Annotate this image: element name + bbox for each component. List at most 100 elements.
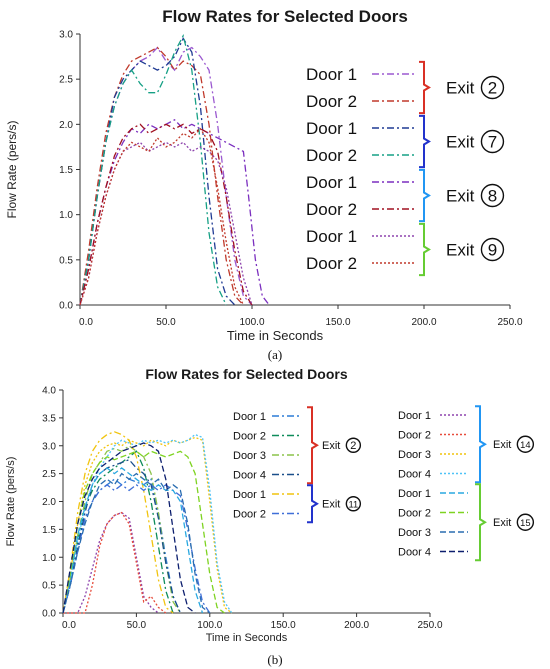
legend-exit-number: 9 bbox=[488, 240, 497, 259]
series-line-exit-8-door-1 bbox=[79, 118, 270, 306]
legend-exit-label: Exit bbox=[493, 517, 511, 529]
series-line-exit-14-door-2 bbox=[63, 511, 167, 614]
legend-door-label: Door 1 bbox=[306, 119, 357, 138]
legend-door-label: Door 2 bbox=[306, 92, 357, 111]
series-line-exit-2-door-1 bbox=[79, 46, 253, 306]
y-tick-label: 2.0 bbox=[42, 497, 56, 508]
y-tick-label: 1.5 bbox=[42, 525, 56, 536]
chart-panel-a: Flow Rates for Selected Doors 0.0 0.5 1.0 1.… bbox=[5, 7, 523, 362]
legend-door-label: Door 2 bbox=[233, 508, 266, 520]
series-line-exit-2-door-2 bbox=[62, 450, 174, 614]
legend-exit-label: Exit bbox=[493, 439, 511, 451]
legend-door-label: Door 1 bbox=[233, 489, 266, 501]
legend-door-label: Door 2 bbox=[398, 507, 431, 519]
x-tick-label: 150.0 bbox=[325, 317, 350, 328]
exit-number-circle bbox=[480, 129, 505, 154]
legend-exit-number: 7 bbox=[488, 132, 497, 151]
legend-door-label: Door 2 bbox=[398, 429, 431, 441]
chart-title: Flow Rates for Selected Doors bbox=[145, 366, 347, 382]
exit-number-circle bbox=[480, 237, 505, 262]
legend-exit-label: Exit bbox=[322, 499, 340, 511]
legend-door-label: Door 1 bbox=[233, 411, 266, 423]
legend-door-label: Door 4 bbox=[398, 546, 431, 558]
legend-bracket bbox=[419, 60, 431, 115]
series-line-exit-14-door-4 bbox=[62, 433, 233, 614]
legend-bracket bbox=[307, 406, 319, 485]
y-tick-label: 2.5 bbox=[42, 469, 56, 480]
legend-door-label: Door 1 bbox=[306, 227, 357, 246]
x-tick-label: 100.0 bbox=[197, 620, 222, 631]
legend-door-label: Door 1 bbox=[306, 173, 357, 192]
x-tick-label: 50.0 bbox=[127, 620, 147, 631]
legend-exit-label: Exit bbox=[446, 132, 475, 151]
y-tick-label: 0.0 bbox=[59, 301, 73, 312]
exit-number-circle bbox=[516, 513, 535, 531]
x-tick-label: 0.0 bbox=[79, 317, 93, 328]
y-tick-label: 1.5 bbox=[59, 165, 73, 176]
legend-exit-label: Exit bbox=[446, 240, 475, 259]
exit-number-circle bbox=[480, 183, 505, 208]
legend-door-label: Door 2 bbox=[233, 430, 266, 442]
legend: Door 1 Door 2 Exit 2 Door 1 Door 2 Exit 7 Door 1… bbox=[306, 60, 505, 277]
x-tick-label: 100.0 bbox=[239, 317, 264, 328]
y-tick-label: 1.0 bbox=[42, 553, 56, 564]
exit-number-circle bbox=[480, 75, 505, 100]
legend-bracket bbox=[419, 168, 431, 223]
y-tick-label: 3.0 bbox=[59, 30, 73, 41]
series-line-exit-15-door-2 bbox=[62, 450, 225, 614]
chart-panel-b: Flow Rates for Selected Doors 0.0 0.5 1.0 1.… bbox=[5, 366, 535, 667]
exit-number-circle bbox=[345, 437, 362, 453]
x-tick-label: 200.0 bbox=[411, 317, 436, 328]
series-line-exit-8-door-2 bbox=[79, 123, 253, 306]
exit-number-circle bbox=[516, 435, 535, 453]
x-tick-label: 150.0 bbox=[271, 620, 296, 631]
series-line-exit-2-door-2 bbox=[79, 46, 244, 306]
x-tick-label: 200.0 bbox=[344, 620, 369, 631]
y-tick-label: 3.0 bbox=[42, 441, 56, 452]
legend-exit-number: 11 bbox=[348, 500, 358, 510]
x-axis-label: Time in Seconds bbox=[206, 632, 288, 644]
chart-title: Flow Rates for Selected Doors bbox=[162, 7, 408, 26]
y-axis-label: Flow Rate (pers/s) bbox=[5, 457, 17, 547]
legend-door-label: Door 1 bbox=[398, 488, 431, 500]
legend-bracket bbox=[475, 483, 487, 562]
exit-number-circle bbox=[345, 496, 362, 512]
x-tick-label: 250.0 bbox=[417, 620, 442, 631]
y-tick-label: 0.5 bbox=[42, 581, 56, 592]
legend-exit-number: 15 bbox=[520, 518, 530, 528]
y-tick-label: 2.5 bbox=[59, 75, 73, 86]
legend-door-label: Door 2 bbox=[306, 254, 357, 273]
y-tick-label: 2.0 bbox=[59, 120, 73, 131]
legend-door-label: Door 4 bbox=[398, 468, 431, 480]
legend-exit-label: Exit bbox=[322, 440, 340, 452]
legend-door-label: Door 4 bbox=[233, 469, 266, 481]
legend-exit-number: 2 bbox=[488, 78, 497, 97]
legend-door-label: Door 3 bbox=[398, 527, 431, 539]
x-axis-label: Time in Seconds bbox=[227, 328, 324, 343]
legend-bracket bbox=[307, 484, 319, 524]
legend-door-label: Door 3 bbox=[398, 449, 431, 461]
series-line-exit-2-door-4 bbox=[62, 458, 181, 614]
y-tick-label: 0.5 bbox=[59, 255, 73, 266]
x-tick-label: 50.0 bbox=[156, 317, 176, 328]
legend-exit-number: 2 bbox=[350, 440, 356, 452]
series-line-exit-7-door-1 bbox=[79, 37, 236, 306]
legend-bracket bbox=[419, 114, 431, 169]
legend-door-label: Door 2 bbox=[306, 146, 357, 165]
legend-door-label: Door 1 bbox=[306, 65, 357, 84]
y-axis-label: Flow Rate (pers/s) bbox=[5, 120, 19, 218]
x-tick-label: 0.0 bbox=[62, 620, 76, 631]
series-line-exit-9-door-2 bbox=[79, 127, 244, 306]
legend-door-label: Door 3 bbox=[233, 450, 266, 462]
legend-bracket bbox=[419, 222, 431, 277]
series-line-exit-7-door-2 bbox=[79, 33, 227, 306]
y-tick-label: 0.0 bbox=[42, 609, 56, 620]
x-tick-label: 250.0 bbox=[497, 317, 522, 328]
panel-caption: (b) bbox=[267, 652, 282, 667]
legend-exit-label: Exit bbox=[446, 78, 475, 97]
legend-exit-number: 8 bbox=[488, 186, 497, 205]
legend-door-label: Door 2 bbox=[306, 200, 357, 219]
y-tick-label: 4.0 bbox=[42, 386, 56, 397]
legend: Door 1 Door 2 Door 3 Door 4 Exit 2 Door 1 Door … bbox=[233, 405, 535, 562]
